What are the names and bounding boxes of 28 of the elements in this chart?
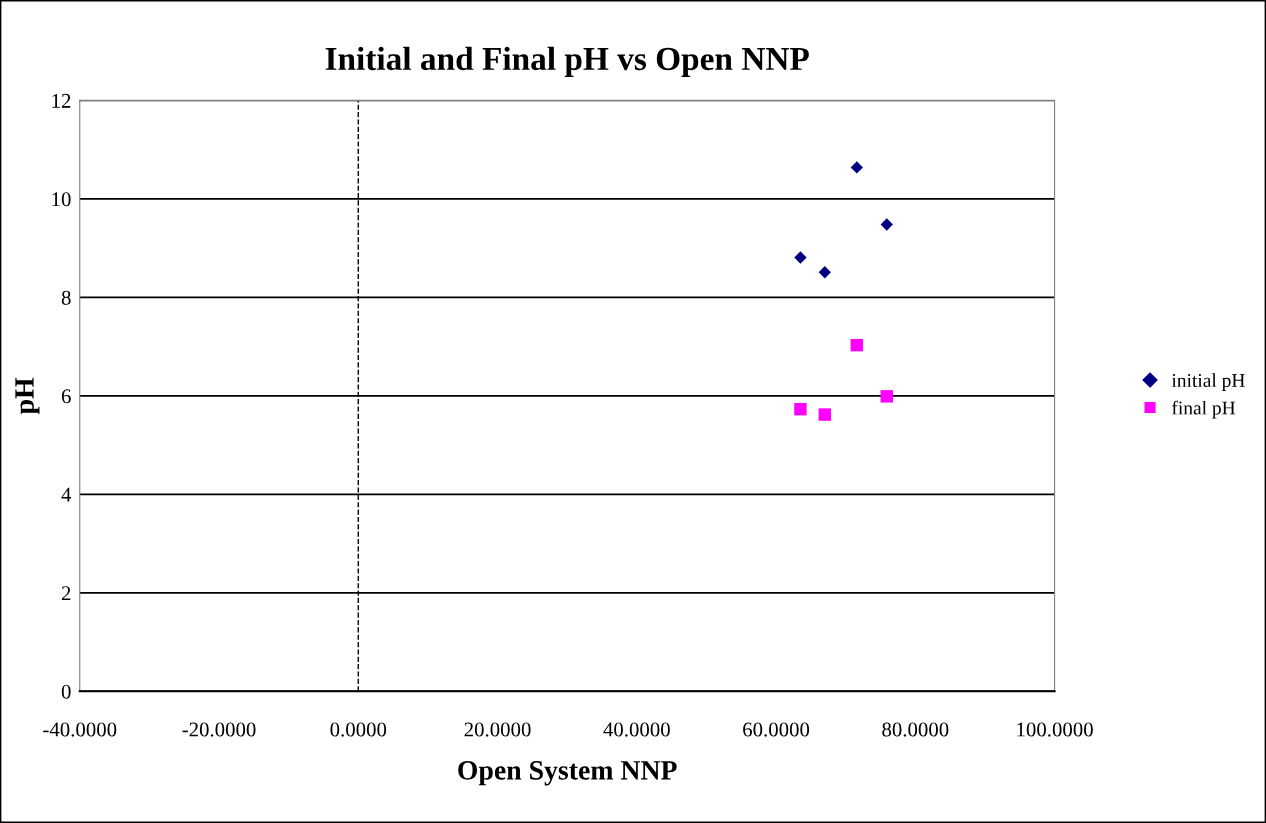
- x-tick-label: -40.0000: [43, 722, 117, 737]
- y-tick-label: 10: [52, 192, 71, 207]
- y-tick-label: 2: [61, 586, 71, 601]
- y-tick-label: 6: [61, 389, 71, 404]
- point: [818, 408, 832, 421]
- y-tick-label: 4: [61, 487, 72, 502]
- legend-label: final pH: [1172, 400, 1236, 419]
- x-tick-label: 0.0000: [330, 722, 387, 737]
- point: [794, 402, 807, 416]
- x-tick-label: -20.0000: [182, 722, 256, 737]
- point: [880, 218, 893, 231]
- y-axis-title: pH: [15, 377, 40, 415]
- point: [880, 390, 893, 403]
- y-tick-label: 0: [61, 684, 71, 699]
- y-tick-label: 8: [61, 290, 71, 305]
- x-tick-label: 60.0000: [743, 722, 810, 737]
- chart-title: Initial and Final pH vs Open NNP: [325, 46, 809, 77]
- x-tick-label: 100.0000: [1017, 722, 1093, 737]
- point: [850, 161, 863, 174]
- x-tick-label: 40.0000: [603, 722, 670, 737]
- legend-label: initial pH: [1171, 373, 1245, 391]
- x-tick-label: 80.0000: [882, 722, 949, 737]
- x-tick-label: 20.0000: [464, 722, 531, 737]
- y-tick-label: 12: [52, 93, 71, 108]
- x-axis-title: Open System NNP: [458, 761, 677, 786]
- point: [794, 251, 807, 264]
- point: [850, 338, 864, 352]
- point: [818, 266, 831, 279]
